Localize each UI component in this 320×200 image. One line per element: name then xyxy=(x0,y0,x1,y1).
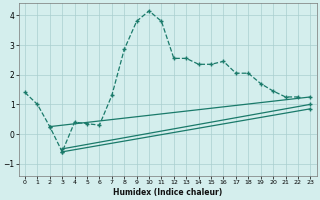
X-axis label: Humidex (Indice chaleur): Humidex (Indice chaleur) xyxy=(113,188,222,197)
